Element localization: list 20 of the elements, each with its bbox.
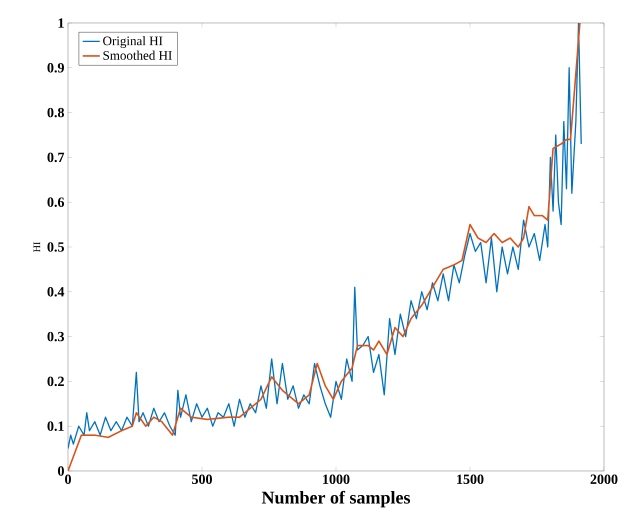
x-tick-label: 500 [192,474,212,484]
x-tick-label: 1000 [323,474,350,484]
y-tick-label: 0 [58,466,64,476]
y-tick-label: 1 [58,18,64,28]
y-tick-label: 0.9 [48,63,64,73]
y-tick-label: 0.7 [48,152,64,162]
x-axis-title: Number of samples [262,490,410,508]
y-tick-label: 0.1 [48,421,64,431]
y-tick-label: 0.3 [48,332,64,342]
y-tick-label: 0.2 [48,376,64,386]
x-tick-label: 1500 [457,474,484,484]
y-tick-label: 0.4 [48,287,64,297]
legend-label: Smoothed HI [103,50,172,60]
x-tick-label: 2000 [590,474,618,484]
legend-label: Original HI [103,36,162,48]
y-axis-title: HI [34,242,40,252]
y-tick-label: 0.6 [48,197,64,207]
y-tick-label: 0.8 [48,108,64,118]
x-tick-label: 0 [65,474,71,484]
y-tick-label: 0.5 [48,242,64,252]
